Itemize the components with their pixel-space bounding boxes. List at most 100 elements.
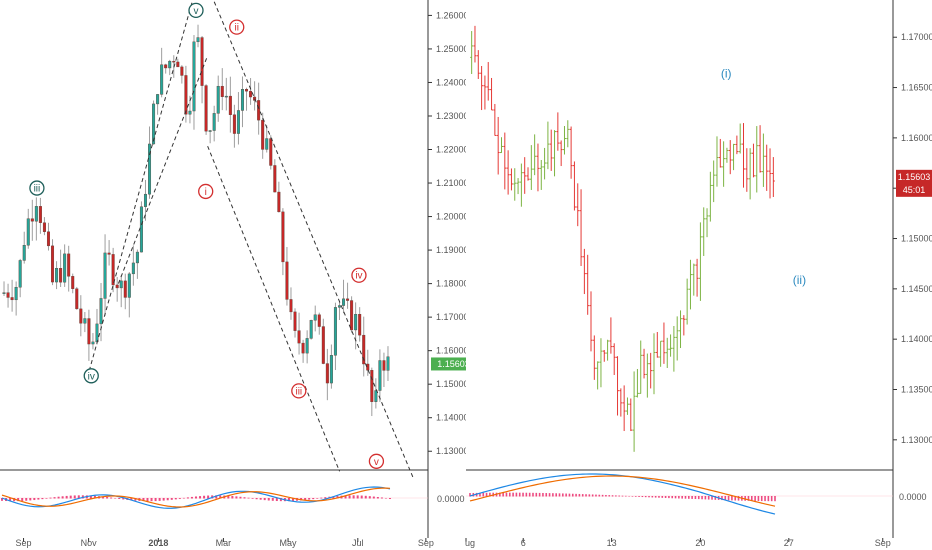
left-candle [192, 35, 196, 130]
right-ohlc-bar [499, 137, 503, 154]
right-ohlc-bar [688, 259, 692, 310]
left-candle [168, 59, 172, 76]
left-macd-hist-bar [190, 496, 193, 499]
left-candle [71, 273, 75, 294]
left-macd-hist-bar [368, 496, 371, 499]
right-macd-hist-bar [611, 495, 614, 497]
left-candle [261, 112, 265, 159]
right-macd-hist-bar [737, 496, 740, 501]
right-macd-hist-bar [757, 496, 760, 502]
left-candle [196, 24, 200, 48]
right-ohlc-bar [602, 349, 606, 362]
right-macd-hist-bar [634, 496, 637, 497]
left-macd-hist-bar [33, 498, 36, 501]
right-macd-hist-bar [552, 493, 554, 497]
left-candle [309, 319, 313, 340]
right-macd-hist-bar [671, 496, 674, 499]
right-ohlc-bar [572, 161, 576, 211]
left-macd-hist-bar [77, 495, 80, 499]
left-trendlines [86, 0, 414, 479]
right-macd-hist-bar [615, 495, 617, 497]
right-macd-hist-bar [482, 492, 485, 497]
left-macd-hist-bar [364, 495, 367, 499]
left-macd-hist-bar [384, 497, 387, 499]
left-macd-hist-bar [118, 498, 121, 499]
right-ohlc-bar [639, 340, 643, 394]
left-macd-panel[interactable] [0, 486, 428, 509]
svg-text:v: v [374, 457, 379, 468]
right-price-tick-label: 1.13000 [901, 435, 932, 445]
right-ohlc-bar [616, 356, 620, 416]
right-ohlc-bar [523, 157, 527, 194]
right-macd-hist-bar [469, 493, 471, 497]
right-macd-hist-bar [545, 493, 548, 497]
left-macd-hist-bar [308, 498, 311, 500]
left-time-tick-label: Jul [352, 538, 364, 548]
left-price-plot[interactable] [0, 0, 428, 470]
left-macd-hist-bar [247, 497, 250, 499]
right-ohlc-bar [669, 334, 673, 357]
left-wave-label: ii [229, 19, 245, 35]
left-trendline [212, 0, 414, 479]
left-candle [232, 104, 236, 148]
right-ohlc-bar [645, 353, 649, 398]
right-macd-panel[interactable] [466, 473, 893, 515]
left-price-tick-label: 1.24000 [436, 77, 469, 87]
right-macd-zero-label: 0.0000 [899, 492, 927, 502]
left-macd-hist-bar [110, 497, 113, 499]
left-macd-hist-bar [61, 496, 64, 499]
right-price-plot[interactable] [466, 0, 893, 470]
left-macd-hist-bar [255, 498, 258, 500]
left-price-tick-label: 1.23000 [436, 111, 469, 121]
left-candle [386, 346, 390, 381]
right-macd-hist-bar [727, 496, 730, 501]
left-candles [2, 24, 390, 417]
right-macd-hist-bar [508, 492, 511, 497]
left-candle [67, 245, 71, 292]
right-ohlc-bar [599, 338, 603, 388]
left-macd-hist-bar [73, 495, 76, 499]
left-macd-hist-bar [186, 497, 189, 499]
right-ohlc-bar [582, 248, 586, 295]
left-candle [273, 159, 277, 193]
left-candle [148, 126, 152, 199]
right-ohlc-bar [738, 123, 742, 154]
svg-text:v: v [194, 6, 199, 17]
left-price-axis[interactable]: 1.26000 1.25000 1.24000 1.23000 1.22000 1.210… [428, 10, 469, 456]
right-ohlc-bar [659, 340, 663, 367]
left-candle [329, 344, 333, 389]
left-candle [301, 339, 305, 363]
right-ohlc-bar [742, 123, 746, 188]
right-ohlc-bar [566, 120, 570, 148]
right-ohlc-bar [655, 332, 659, 358]
left-macd-hist-bar [37, 498, 40, 500]
left-candle [245, 87, 249, 111]
left-candle [176, 58, 180, 68]
left-macd-hist-bar [348, 495, 351, 499]
left-time-axis[interactable]: Sep Nov 2018 Mar May Jul Sep [16, 538, 434, 548]
right-ohlc-bar [751, 143, 755, 178]
left-macd-hist-bar [259, 498, 262, 500]
left-macd-hist-bar [271, 498, 274, 501]
right-time-axis[interactable]: ug 6 13 20 27 Sep [465, 538, 891, 548]
right-ohlc-bar [745, 148, 749, 192]
right-ohlc-bar [642, 348, 646, 379]
right-ohlc-bar [549, 129, 553, 171]
right-macd-hist-bar [631, 496, 634, 497]
svg-text:iii: iii [34, 184, 41, 195]
left-candle [325, 348, 329, 401]
right-macd-hist-bar [704, 496, 707, 500]
left-last-price-tag: 1.15603 [431, 357, 476, 371]
left-candle [240, 76, 244, 128]
left-time-tick-label: 2018 [148, 538, 168, 548]
left-macd-hist-bar [243, 497, 246, 499]
right-price-axis[interactable]: 1.170001.165001.160001.155001.150001.145… [893, 32, 932, 445]
right-macd-hist-bar [651, 496, 654, 498]
left-signal-line [1, 487, 391, 508]
left-candle [208, 129, 212, 144]
right-ohlc-bar [748, 148, 752, 200]
right-macd-hist-bar [505, 492, 508, 497]
right-macd-hist-bar [681, 496, 683, 499]
left-candle [220, 68, 224, 111]
